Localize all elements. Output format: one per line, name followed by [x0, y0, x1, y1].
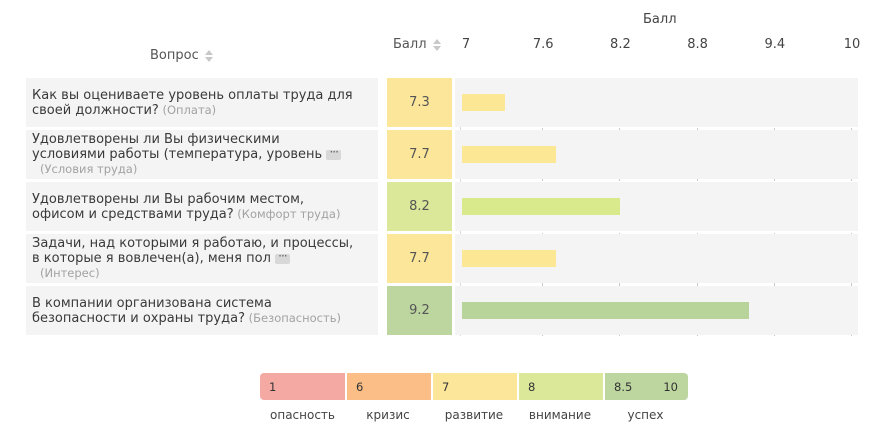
legend-label: успех: [627, 408, 664, 422]
question-line: условиями работы (температура, уровень: [32, 145, 372, 162]
legend-label: кризис: [366, 408, 410, 422]
question-line-text: в которые я вовлечен(а), меня пол: [32, 251, 271, 266]
question-text: Удовлетворены ли Вы рабочим местом, офисо…: [32, 182, 372, 231]
axis-title-label: Балл: [643, 12, 677, 27]
legend-min-value: 6: [356, 379, 364, 394]
question-text: Удовлетворены ли Вы физическими условиями…: [32, 130, 372, 179]
score-header-label: Балл: [393, 37, 427, 52]
legend-label: опасность: [270, 408, 335, 422]
question-category: (Оплата): [158, 102, 217, 117]
table-row[interactable]: Как вы оцениваете уровень оплаты труда д…: [0, 78, 858, 127]
legend-min-value: 8: [528, 379, 536, 394]
question-line-text: условиями работы (температура, уровень: [32, 147, 323, 162]
score-bar[interactable]: [462, 302, 750, 319]
legend-max-value: 10: [663, 379, 678, 394]
score-column-header[interactable]: Балл: [393, 37, 441, 52]
question-line: Как вы оцениваете уровень оплаты труда д…: [32, 87, 353, 103]
score-bar[interactable]: [462, 146, 557, 163]
question-line-text: своей должности?: [32, 102, 159, 118]
question-text: Как вы оцениваете уровень оплаты труда д…: [32, 78, 372, 127]
question-line-text: офисом и средствами труда?: [32, 206, 234, 222]
question-line: Удовлетворены ли Вы физическими: [32, 132, 280, 147]
axis-tick-label: 8.2: [610, 37, 631, 52]
score-cell: 7.3: [387, 78, 452, 127]
score-bar[interactable]: [462, 250, 557, 267]
row-background: [26, 286, 378, 335]
row-background: [26, 130, 378, 179]
question-line: Задачи, над которыми я работаю, и процес…: [32, 236, 354, 251]
legend-min-value: 8.5: [614, 379, 633, 394]
legend-segment: 8.5 10: [603, 373, 688, 400]
legend-label: внимание: [528, 408, 592, 422]
score-cell: 7.7: [387, 130, 452, 179]
score-bar[interactable]: [462, 94, 505, 111]
question-text: В компании организована система безопасно…: [32, 286, 372, 335]
table-row[interactable]: В компании организована система безопасно…: [0, 286, 858, 335]
score-cell: 8.2: [387, 182, 452, 231]
table-row[interactable]: Удовлетворены ли Вы рабочим местом, офисо…: [0, 182, 858, 231]
row-background: [26, 182, 378, 231]
question-category: (Интерес): [40, 266, 100, 280]
bar-track: [455, 78, 858, 127]
question-line: своей должности? (Оплата): [32, 103, 372, 118]
more-icon[interactable]: [274, 249, 290, 264]
legend-segment: 8: [517, 373, 603, 400]
sort-icon[interactable]: [432, 38, 441, 51]
score-cell: 7.7: [387, 234, 452, 283]
legend-segment: 7: [431, 373, 517, 400]
axis-tick-label: 7.6: [532, 37, 554, 52]
legend-segment: 6: [345, 373, 431, 400]
question-category: (Комфорт труда): [233, 206, 341, 221]
row-background: [26, 78, 378, 127]
legend-label: развитие: [444, 408, 504, 422]
question-line: офисом и средствами труда? (Комфорт труд…: [32, 207, 372, 222]
axis-tick-label: 10: [843, 37, 861, 52]
question-line: безопасности и охраны труда? (Безопаснос…: [32, 311, 372, 326]
axis-tick-label: 8.8: [687, 37, 708, 52]
more-icon[interactable]: [326, 145, 342, 160]
table-row[interactable]: Задачи, над которыми я работаю, и процес…: [0, 234, 858, 283]
sort-icon[interactable]: [204, 49, 213, 62]
legend-min-value: 1: [269, 379, 277, 394]
question-header-label: Вопрос: [150, 48, 199, 63]
question-category: (Условия труда): [40, 162, 138, 176]
legend-segment: 1: [260, 373, 345, 400]
question-line: В компании организована система: [32, 295, 272, 311]
question-line: в которые я вовлечен(а), меня пол: [32, 249, 372, 266]
score-bar[interactable]: [462, 198, 621, 215]
row-background: [26, 234, 378, 283]
axis-tick-label: 9.4: [764, 37, 786, 52]
question-category: (Безопасность): [244, 310, 341, 325]
table-row[interactable]: Удовлетворены ли Вы физическими условиями…: [0, 130, 858, 179]
question-column-header[interactable]: Вопрос: [150, 48, 213, 63]
axis-tick-label: 7: [461, 37, 471, 52]
legend-min-value: 7: [442, 379, 450, 394]
score-legend: 1 6 7 8 8.5 10: [260, 373, 688, 400]
score-cell: 9.2: [387, 286, 452, 335]
question-line-text: безопасности и охраны труда?: [32, 310, 245, 326]
question-text: Задачи, над которыми я работаю, и процес…: [32, 234, 372, 283]
question-line: Удовлетворены ли Вы рабочим местом,: [32, 191, 305, 207]
